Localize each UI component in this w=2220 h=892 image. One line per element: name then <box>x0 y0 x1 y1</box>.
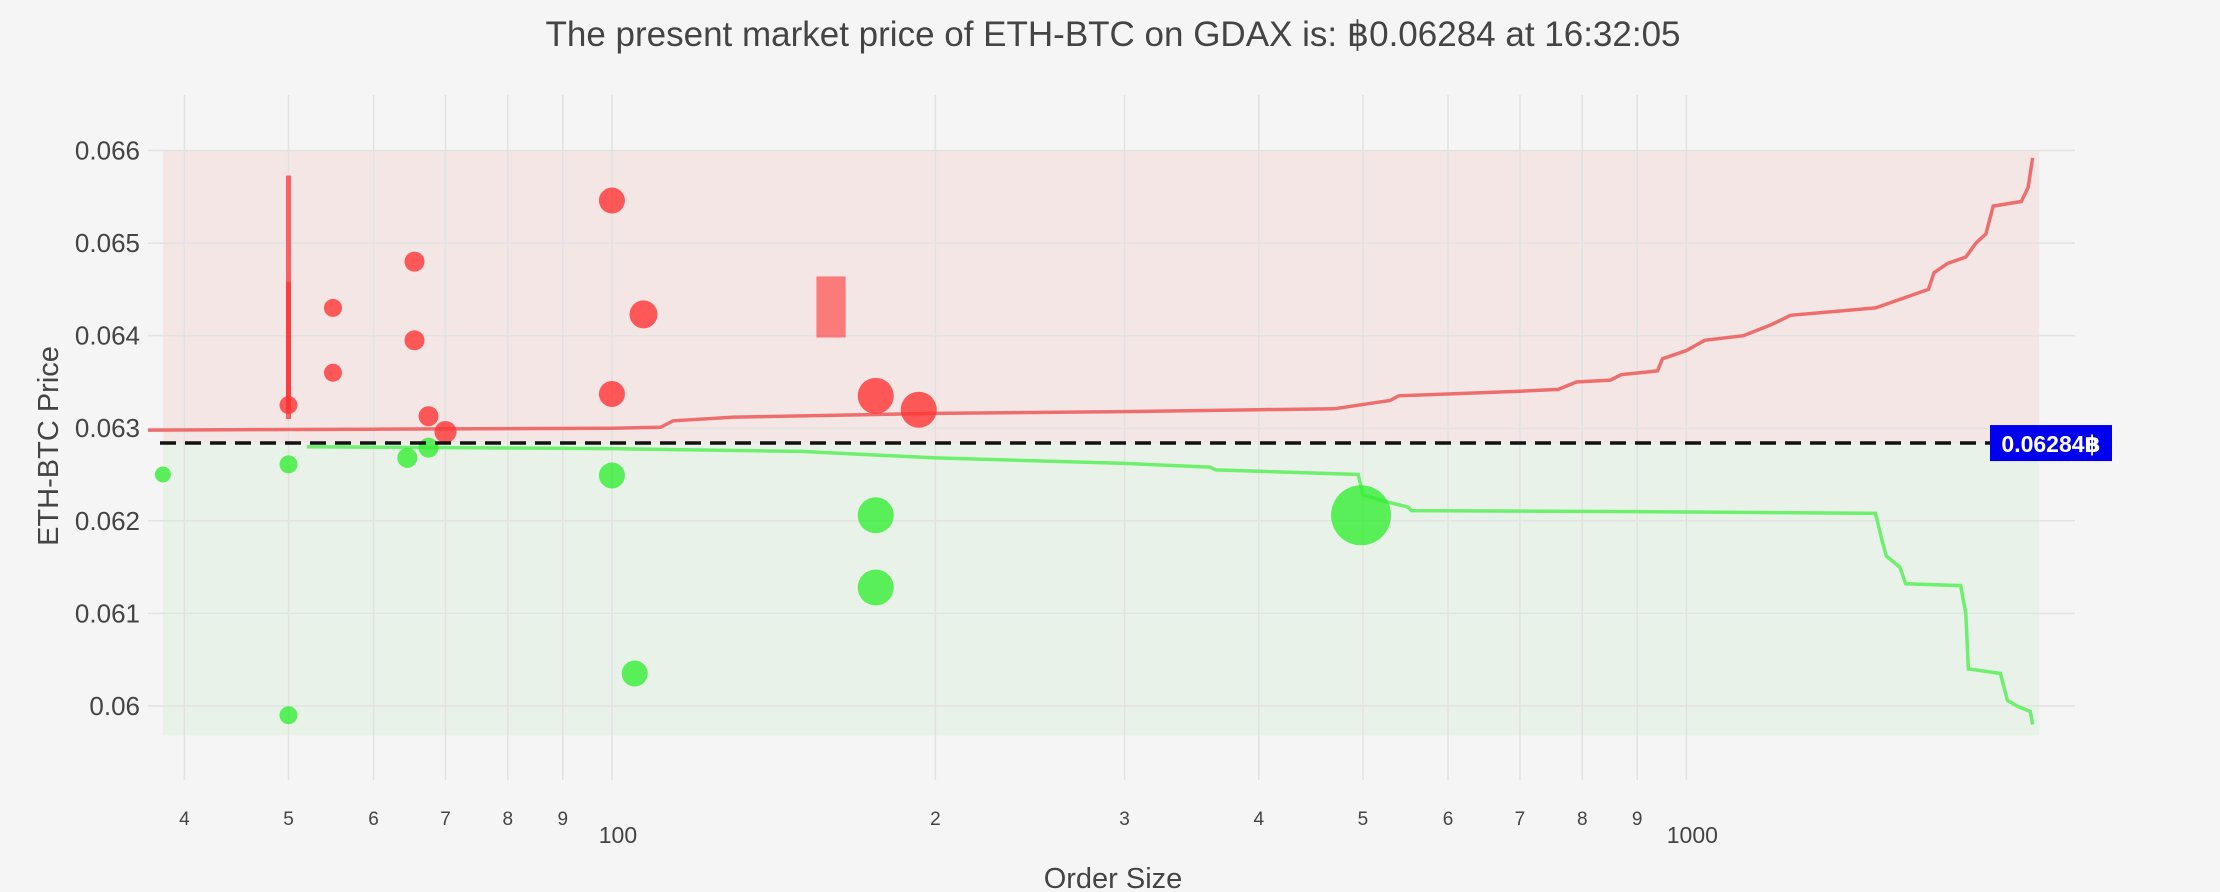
x-axis: 4 5 6 7 8 9 100 2 3 4 5 6 7 8 9 1000 <box>179 809 1718 848</box>
x-tick-label: 9 <box>1632 809 1643 830</box>
x-tick-label: 100 <box>599 822 637 848</box>
y-tick-label: 0.061 <box>75 598 140 628</box>
bid-order-point <box>1331 485 1392 546</box>
ask-order-point <box>323 363 342 382</box>
ask-band <box>162 150 2040 444</box>
ask-order-point <box>279 396 298 415</box>
bid-order-point <box>418 437 439 458</box>
x-tick-label: 9 <box>557 809 568 830</box>
x-tick-label: 8 <box>503 809 514 830</box>
y-axis-title: ETH-BTC Price <box>33 346 65 546</box>
x-tick-label: 4 <box>1254 809 1265 830</box>
y-tick-label: 0.063 <box>75 413 140 443</box>
market-price-label: 0.06284฿ <box>2001 431 2100 457</box>
bid-order-point <box>154 466 171 483</box>
y-axis: 0.06 0.061 0.062 0.063 0.064 0.065 0.066 <box>75 136 140 721</box>
bid-order-point <box>279 706 298 725</box>
y-tick-label: 0.066 <box>75 136 140 166</box>
ask-order-point <box>404 251 425 272</box>
x-tick-label: 5 <box>1358 809 1369 830</box>
bid-order-point <box>397 447 418 468</box>
ask-order-point <box>598 380 625 407</box>
x-tick-label: 4 <box>179 809 190 830</box>
ask-order-point <box>900 391 937 428</box>
y-tick-label: 0.06 <box>89 691 140 721</box>
ask-order-bar <box>286 281 292 410</box>
x-tick-label: 7 <box>440 809 451 830</box>
x-tick-label: 8 <box>1577 809 1588 830</box>
y-tick-label: 0.065 <box>75 228 140 258</box>
ask-order-point <box>598 187 625 214</box>
market-price-box <box>1990 425 2112 462</box>
ask-order-point <box>323 298 342 317</box>
ask-order-point <box>404 330 425 351</box>
bid-order-point <box>279 455 298 474</box>
bid-depth-line <box>306 445 2035 725</box>
y-tick-label: 0.062 <box>75 506 140 536</box>
bid-order-point <box>857 497 894 534</box>
bid-order-point <box>598 462 625 489</box>
ask-order-point <box>418 406 439 427</box>
x-axis-title: Order Size <box>1044 863 1183 892</box>
bid-order-point <box>621 660 648 687</box>
ask-order-block <box>816 276 846 338</box>
ask-order-point <box>434 420 457 443</box>
grid-lines <box>148 95 2075 780</box>
x-tick-label: 6 <box>368 809 379 830</box>
order-bands <box>162 150 2040 736</box>
ask-order-point <box>857 377 894 414</box>
ask-order-point <box>629 300 658 329</box>
market-price-line: 0.06284฿ <box>160 425 2112 462</box>
x-tick-label: 5 <box>283 809 294 830</box>
x-tick-label: 1000 <box>1667 822 1718 848</box>
x-tick-label: 7 <box>1515 809 1526 830</box>
x-tick-label: 3 <box>1119 809 1130 830</box>
chart-title: The present market price of ETH-BTC on G… <box>545 15 1680 54</box>
x-tick-label: 2 <box>930 809 941 830</box>
bid-band <box>162 443 2040 736</box>
x-tick-label: 6 <box>1443 809 1454 830</box>
y-tick-label: 0.064 <box>75 321 140 351</box>
order-markers <box>154 175 1392 725</box>
bid-order-point <box>857 569 894 606</box>
